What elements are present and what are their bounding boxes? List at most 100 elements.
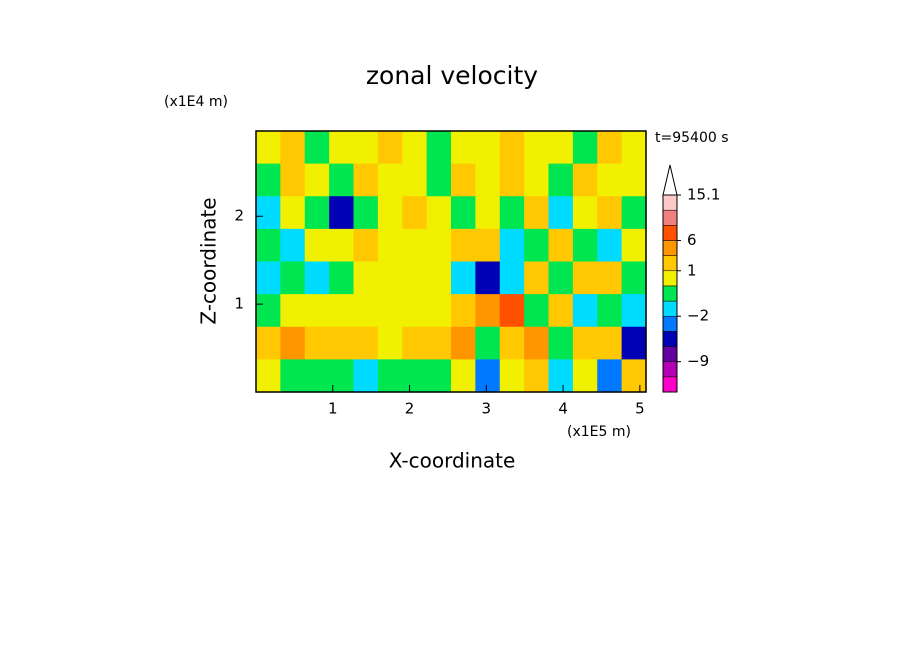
field-cell xyxy=(353,359,379,393)
field-cell xyxy=(597,163,623,197)
colorbar-bin xyxy=(662,270,678,287)
field-cell xyxy=(475,359,501,393)
field-cell xyxy=(256,131,281,165)
field-cell xyxy=(499,359,525,393)
colorbar-bin xyxy=(662,255,678,272)
field-cell xyxy=(329,294,355,328)
field-cell xyxy=(256,163,281,197)
field-cell xyxy=(524,326,550,360)
field-cell xyxy=(451,261,476,295)
field-cell xyxy=(475,163,501,197)
field-cell xyxy=(353,196,379,230)
field-cell xyxy=(329,261,355,295)
colorbar-bin xyxy=(662,300,678,317)
x-tick-label: 3 xyxy=(482,400,492,418)
field-cell xyxy=(621,359,647,393)
colorbar-extension xyxy=(662,164,678,196)
colorbar-bin xyxy=(662,225,678,241)
field-cell xyxy=(621,196,647,230)
field-cell xyxy=(329,196,355,230)
field-cell xyxy=(304,228,330,263)
field-cell xyxy=(621,326,647,360)
field-cell xyxy=(256,196,281,230)
field-cell xyxy=(548,326,574,360)
colorbar-tick-label: 1 xyxy=(687,261,697,279)
field-cell xyxy=(426,294,452,328)
field-cell xyxy=(475,261,501,295)
field-cell xyxy=(256,359,281,393)
field-cell xyxy=(256,294,281,328)
field-cell xyxy=(621,294,647,328)
field-cell xyxy=(597,359,623,393)
field-cell xyxy=(304,294,330,328)
field-cell xyxy=(524,196,550,230)
field-cell xyxy=(548,196,574,230)
field-cell xyxy=(329,359,355,393)
x-axis-title: X-coordinate xyxy=(389,449,516,473)
field-cell xyxy=(597,131,623,165)
field-cell xyxy=(402,359,428,393)
field-cell xyxy=(621,163,647,197)
field-cell xyxy=(499,261,525,295)
field-cell xyxy=(524,228,550,263)
x-tick-label: 4 xyxy=(558,400,568,418)
field-cell xyxy=(377,163,403,197)
field-cell xyxy=(280,326,306,360)
colorbar-bin xyxy=(662,315,678,332)
x-tick-label: 1 xyxy=(328,400,338,418)
field-cell xyxy=(353,163,379,197)
field-cell xyxy=(256,261,281,295)
field-cell xyxy=(597,294,623,328)
field-cell xyxy=(548,228,574,263)
field-cell xyxy=(426,228,452,263)
field-cell xyxy=(451,163,476,197)
field-cell xyxy=(548,261,574,295)
field-cell xyxy=(402,228,428,263)
field-cell xyxy=(524,163,550,197)
field-cell xyxy=(597,326,623,360)
colorbar-tick-label: 15.1 xyxy=(687,186,720,204)
field-cell xyxy=(329,228,355,263)
field-cell xyxy=(524,359,550,393)
field-cell xyxy=(329,131,355,165)
field-cell xyxy=(499,196,525,230)
field xyxy=(256,131,647,393)
field-cell xyxy=(402,196,428,230)
field-cell xyxy=(353,261,379,295)
colorbar-bin xyxy=(662,331,678,347)
field-cell xyxy=(402,163,428,197)
field-cell xyxy=(451,294,476,328)
y-tick-label: 1 xyxy=(234,295,244,313)
colorbar-bin xyxy=(662,194,678,211)
field-cell xyxy=(304,196,330,230)
field-cell xyxy=(329,326,355,360)
field-cell xyxy=(548,163,574,197)
colorbar-bin xyxy=(662,376,678,393)
field-cell xyxy=(280,196,306,230)
field-cell xyxy=(426,196,452,230)
field-cell xyxy=(329,163,355,197)
x-tick-label: 2 xyxy=(405,400,415,418)
colorbar-bin xyxy=(662,346,678,362)
field-cell xyxy=(524,261,550,295)
field-cell xyxy=(426,359,452,393)
y-tick-label: 2 xyxy=(234,207,244,225)
field-cell xyxy=(256,326,281,360)
field-cell xyxy=(280,359,306,393)
field-cell xyxy=(548,131,574,165)
field-cell xyxy=(597,261,623,295)
field-cell xyxy=(402,261,428,295)
field-cell xyxy=(451,196,476,230)
plot-frame xyxy=(255,130,647,393)
field-cell xyxy=(280,131,306,165)
field-cell xyxy=(451,359,476,393)
field-cell xyxy=(402,326,428,360)
field-cell xyxy=(451,131,476,165)
field-cell xyxy=(304,261,330,295)
field-cell xyxy=(621,261,647,295)
field-cell xyxy=(572,196,598,230)
field-cell xyxy=(377,326,403,360)
colorbar-bin xyxy=(662,209,678,226)
overlay: 1 2 3 4 5 1 2 −9 −2 1 6 15.1 xyxy=(234,130,720,418)
field-cell xyxy=(572,326,598,360)
